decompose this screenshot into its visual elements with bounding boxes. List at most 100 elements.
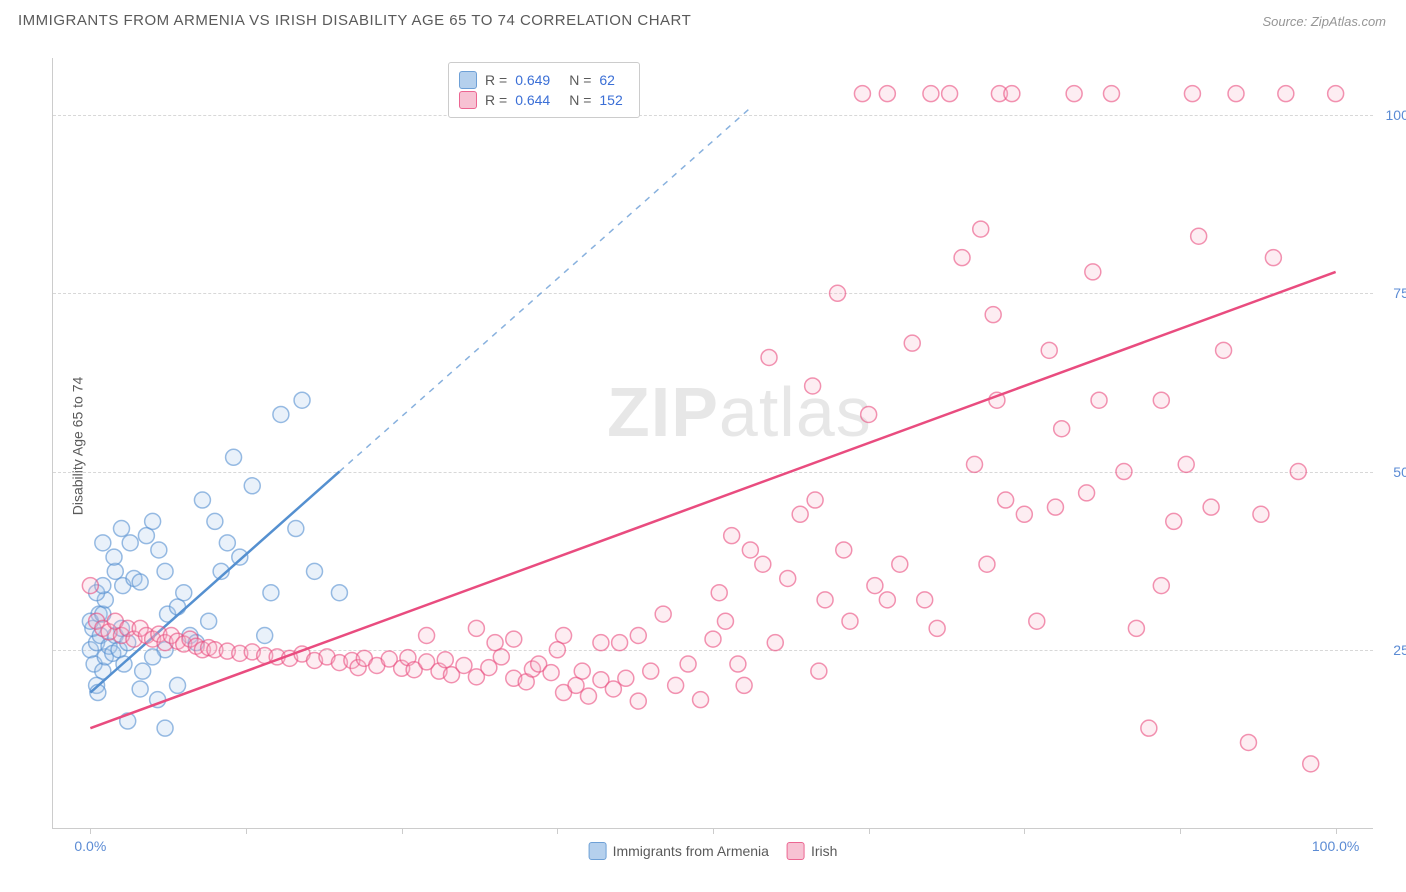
data-point-irish <box>1253 506 1269 522</box>
n-value: 62 <box>599 72 629 88</box>
data-point-armenia <box>232 549 248 565</box>
r-label: R = <box>485 72 507 88</box>
n-label: N = <box>569 92 591 108</box>
data-point-irish <box>630 628 646 644</box>
x-tick <box>90 828 91 834</box>
data-point-irish <box>811 663 827 679</box>
data-point-irish <box>861 406 877 422</box>
data-point-armenia <box>244 478 260 494</box>
data-point-irish <box>1091 392 1107 408</box>
data-point-armenia <box>307 563 323 579</box>
stats-legend-row-irish: R =0.644N =152 <box>459 91 629 109</box>
data-point-irish <box>1203 499 1219 515</box>
data-point-irish <box>780 570 796 586</box>
data-point-irish <box>1103 86 1119 102</box>
data-point-irish <box>1240 734 1256 750</box>
data-point-irish <box>923 86 939 102</box>
x-tick <box>1336 828 1337 834</box>
data-point-irish <box>437 652 453 668</box>
data-point-irish <box>717 613 733 629</box>
data-point-irish <box>967 456 983 472</box>
data-point-armenia <box>113 521 129 537</box>
data-point-irish <box>1085 264 1101 280</box>
y-tick-label: 75.0% <box>1393 285 1406 301</box>
legend-swatch-icon <box>459 91 477 109</box>
data-point-irish <box>1178 456 1194 472</box>
data-point-irish <box>1184 86 1200 102</box>
data-point-armenia <box>219 535 235 551</box>
legend-item-armenia: Immigrants from Armenia <box>589 842 769 860</box>
data-point-irish <box>817 592 833 608</box>
chart-title: IMMIGRANTS FROM ARMENIA VS IRISH DISABIL… <box>18 12 691 29</box>
data-point-armenia <box>132 574 148 590</box>
data-point-armenia <box>263 585 279 601</box>
r-label: R = <box>485 92 507 108</box>
legend-swatch-icon <box>787 842 805 860</box>
data-point-irish <box>506 631 522 647</box>
data-point-irish <box>705 631 721 647</box>
data-point-irish <box>543 665 559 681</box>
data-point-irish <box>1290 464 1306 480</box>
data-point-armenia <box>95 535 111 551</box>
x-tick <box>869 828 870 834</box>
data-point-irish <box>655 606 671 622</box>
data-point-irish <box>574 663 590 679</box>
n-value: 152 <box>599 92 629 108</box>
data-point-armenia <box>122 535 138 551</box>
data-point-irish <box>724 528 740 544</box>
data-point-armenia <box>273 406 289 422</box>
data-point-irish <box>767 635 783 651</box>
data-point-irish <box>998 492 1014 508</box>
data-point-irish <box>792 506 808 522</box>
data-point-armenia <box>106 549 122 565</box>
data-point-irish <box>1303 756 1319 772</box>
data-point-irish <box>1153 392 1169 408</box>
y-tick-label: 50.0% <box>1393 464 1406 480</box>
data-point-armenia <box>157 720 173 736</box>
data-point-irish <box>1191 228 1207 244</box>
data-point-irish <box>1029 613 1045 629</box>
data-point-irish <box>82 578 98 594</box>
r-value: 0.649 <box>515 72 561 88</box>
data-point-irish <box>854 86 870 102</box>
x-tick <box>1180 828 1181 834</box>
data-point-irish <box>730 656 746 672</box>
data-point-irish <box>593 635 609 651</box>
data-point-irish <box>1116 464 1132 480</box>
x-tick-label: 100.0% <box>1312 838 1359 854</box>
data-point-irish <box>879 86 895 102</box>
data-point-armenia <box>288 521 304 537</box>
data-point-irish <box>1141 720 1157 736</box>
data-point-armenia <box>226 449 242 465</box>
data-point-irish <box>979 556 995 572</box>
data-point-irish <box>693 692 709 708</box>
data-point-irish <box>805 378 821 394</box>
data-point-irish <box>1041 342 1057 358</box>
data-point-armenia <box>194 492 210 508</box>
data-point-irish <box>807 492 823 508</box>
series-legend: Immigrants from Armenia Irish <box>589 842 838 860</box>
trend-line-extend-armenia <box>339 108 750 472</box>
data-point-irish <box>1079 485 1095 501</box>
data-point-irish <box>736 677 752 693</box>
trend-line-irish <box>90 272 1335 728</box>
data-point-irish <box>1166 513 1182 529</box>
data-point-irish <box>761 349 777 365</box>
data-point-irish <box>680 656 696 672</box>
data-point-armenia <box>151 542 167 558</box>
x-tick <box>713 828 714 834</box>
data-point-irish <box>549 642 565 658</box>
data-point-irish <box>468 620 484 636</box>
y-tick-label: 100.0% <box>1386 107 1406 123</box>
data-point-armenia <box>201 613 217 629</box>
data-point-irish <box>904 335 920 351</box>
legend-label: Irish <box>811 843 837 859</box>
data-point-irish <box>1016 506 1032 522</box>
data-point-armenia <box>145 649 161 665</box>
x-tick <box>246 828 247 834</box>
data-point-irish <box>630 693 646 709</box>
legend-label: Immigrants from Armenia <box>613 843 769 859</box>
legend-swatch-icon <box>589 842 607 860</box>
data-point-irish <box>580 688 596 704</box>
x-tick <box>402 828 403 834</box>
